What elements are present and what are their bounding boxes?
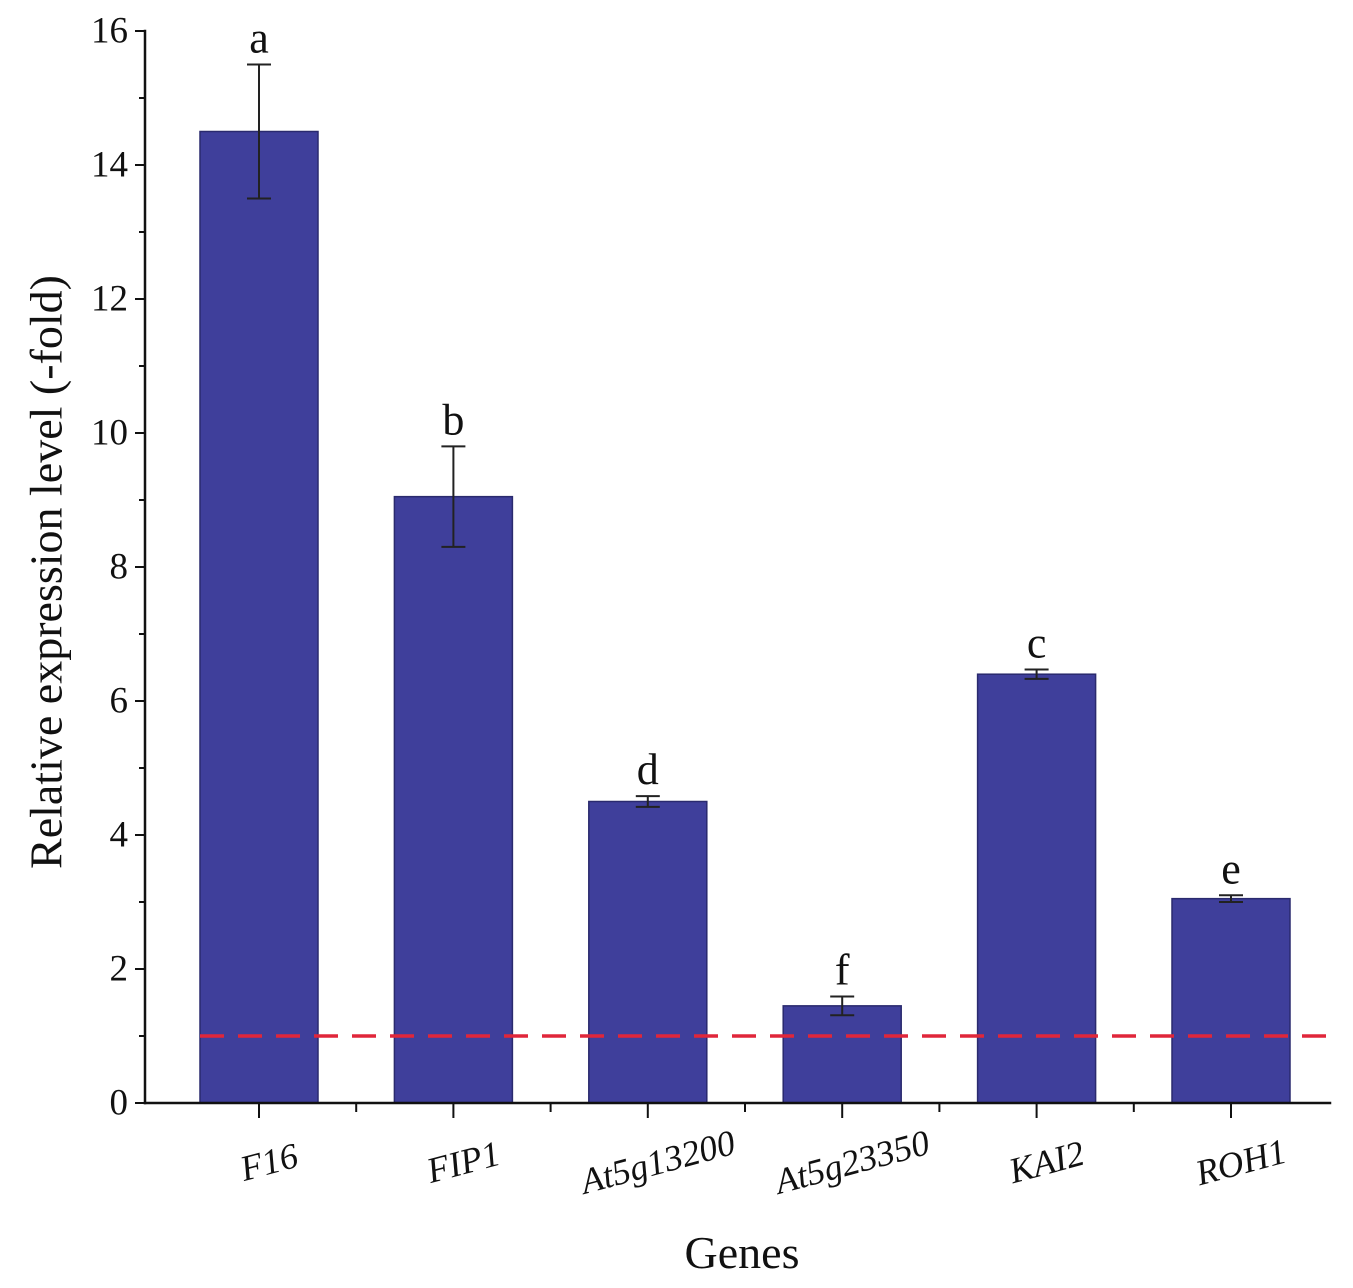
significance-letters-group: a b d f c e (249, 14, 1241, 995)
error-bar-fip1 (441, 445, 466, 548)
error-bars-group (247, 63, 1243, 1017)
x-tick-label-roh1: ROH1 (1190, 1131, 1290, 1194)
y-tick-label-0: 0 (110, 1083, 129, 1124)
bar-at5g13200 (588, 800, 708, 1104)
significance-letter-fip1: b (442, 395, 464, 444)
bar-kai2 (976, 673, 1097, 1104)
y-tick-labels-group: 0 2 4 6 8 10 12 14 16 (91, 11, 128, 1124)
significance-letter-at5g13200: d (637, 745, 659, 794)
error-bar-at5g23350 (830, 995, 855, 1017)
error-bar-f16 (247, 63, 271, 200)
y-tick-label-4: 4 (110, 815, 129, 856)
y-tick-label-16: 16 (91, 11, 128, 52)
significance-letter-roh1: e (1221, 844, 1241, 893)
x-tick-label-fip1: FIP1 (422, 1133, 505, 1191)
y-tick-label-6: 6 (110, 681, 129, 722)
significance-letter-kai2: c (1027, 619, 1047, 668)
error-bar-at5g13200 (635, 795, 660, 808)
y-tick-label-14: 14 (91, 145, 128, 186)
y-tick-label-8: 8 (110, 547, 129, 588)
bars-group (199, 130, 1291, 1104)
bar-fip1 (393, 495, 514, 1104)
y-tick-label-2: 2 (110, 949, 129, 990)
significance-letter-f16: a (249, 14, 269, 63)
x-tick-label-f16: F16 (235, 1135, 302, 1189)
bar-f16 (199, 130, 319, 1104)
y-axis-title: Relative expression level (-fold) (21, 275, 72, 869)
x-tick-label-at5g13200: At5g13200 (574, 1122, 739, 1202)
y-ticks-group (135, 30, 145, 1104)
error-bar-kai2 (1024, 668, 1049, 680)
axes-group (143, 29, 1332, 1105)
y-tick-label-12: 12 (91, 279, 128, 320)
bar-at5g23350 (782, 1005, 902, 1104)
x-tick-label-kai2: KAI2 (1004, 1133, 1089, 1192)
x-axis-title: Genes (685, 1227, 800, 1278)
x-ticks-group (258, 1103, 1232, 1118)
x-tick-label-at5g23350: At5g23350 (769, 1122, 934, 1202)
bar-roh1 (1171, 897, 1291, 1104)
y-tick-label-10: 10 (91, 413, 128, 454)
error-bar-roh1 (1219, 894, 1243, 903)
significance-letter-at5g23350: f (835, 945, 850, 994)
x-tick-labels-group: F16 FIP1 At5g13200 At5g23350 KAI2 ROH1 (235, 1122, 1291, 1202)
